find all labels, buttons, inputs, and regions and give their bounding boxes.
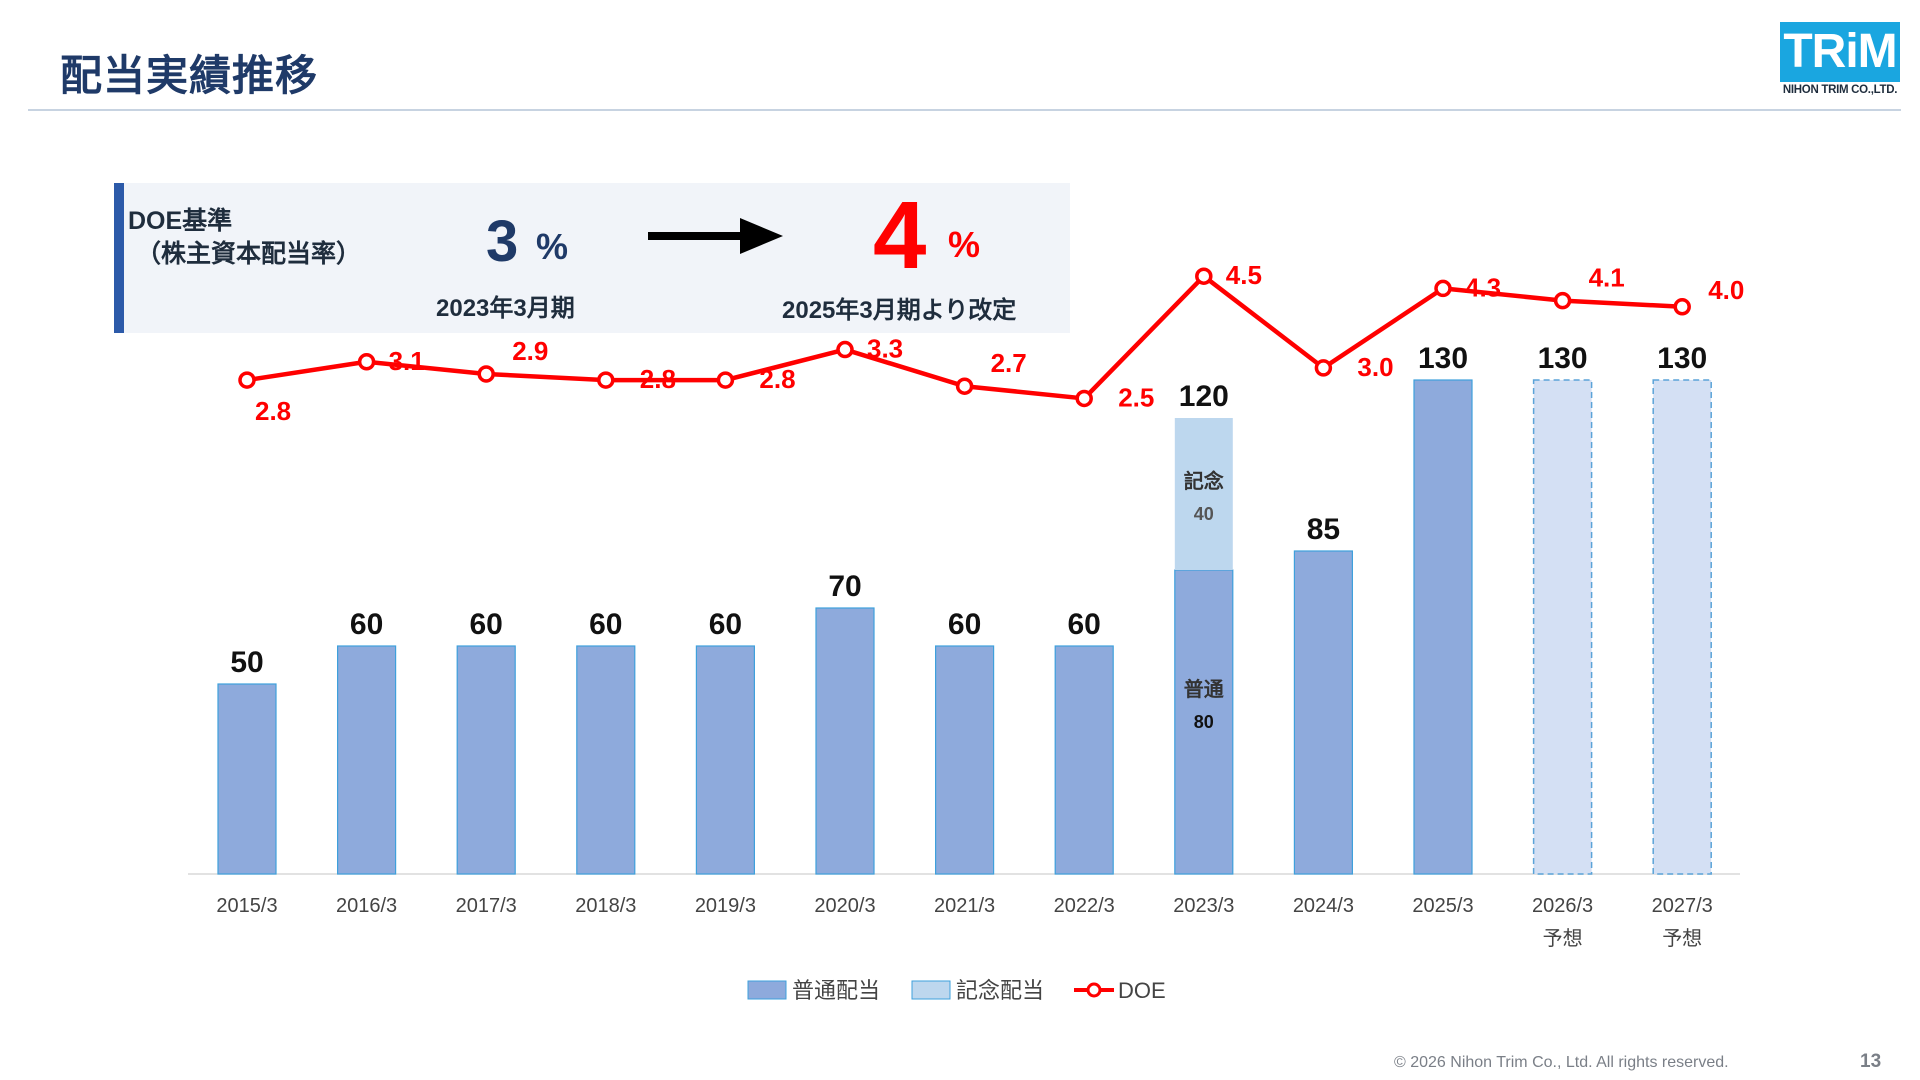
doe-point — [1075, 389, 1093, 408]
doe-point — [1314, 359, 1333, 377]
doe-point — [1195, 267, 1213, 285]
segment-value: 40 — [1194, 504, 1214, 524]
bar-regular-dividend — [934, 645, 995, 875]
doe-value-label: 3.3 — [867, 334, 903, 364]
bar-total-label: 60 — [470, 608, 503, 641]
bar-regular-dividend — [1652, 379, 1712, 875]
doe-value-label: 3.0 — [1357, 352, 1393, 382]
doe-label-line1: DOE基準 — [128, 207, 233, 235]
x-tick-label: 2021/3 — [934, 895, 995, 917]
bar-total-label: 60 — [350, 608, 383, 641]
bar-regular-dividend — [456, 645, 516, 875]
legend-regular-label: 普通配当 — [792, 978, 880, 1003]
doe-old-value: 3 — [486, 209, 519, 274]
bar-regular-dividend — [1054, 645, 1114, 875]
bar-total-label: 130 — [1538, 342, 1588, 375]
bar-total-label: 70 — [828, 570, 861, 603]
bar-regular-dividend — [1293, 550, 1354, 875]
doe-value-label: 4.0 — [1708, 275, 1744, 305]
title-divider — [28, 109, 1901, 111]
x-tick-label: 2015/3 — [216, 895, 277, 917]
segment-label: 記念 — [1184, 469, 1224, 493]
x-tick-label: 2022/3 — [1054, 895, 1115, 917]
doe-value-label: 2.8 — [759, 364, 795, 394]
bar-regular-dividend — [1174, 569, 1234, 875]
doe-point — [1673, 298, 1691, 316]
x-tick-label: 2016/3 — [336, 895, 397, 917]
doe-value-label: 2.8 — [640, 364, 676, 394]
doe-old-period: 2023年3月期 — [436, 295, 575, 322]
doe-point — [955, 377, 974, 395]
x-tick-label: 2024/3 — [1293, 895, 1354, 917]
doe-value-label: 2.7 — [991, 348, 1027, 378]
doe-value-label: 2.8 — [255, 396, 291, 426]
x-tick-sublabel: 予想 — [1543, 927, 1583, 950]
legend-doe-marker — [1086, 982, 1102, 998]
doe-new-period: 2025年3月期より改定 — [782, 297, 1017, 324]
x-tick-label: 2027/3 — [1652, 895, 1713, 917]
doe-point — [477, 365, 495, 383]
legend-regular-swatch — [747, 980, 787, 1000]
bar-total-label: 120 — [1179, 380, 1229, 413]
doe-new-unit: % — [948, 224, 981, 265]
doe-value-label: 2.9 — [512, 336, 548, 366]
legend-doe-label: DOE — [1118, 978, 1166, 1003]
segment-label: 普通 — [1184, 677, 1224, 701]
page-number: 13 — [1860, 1051, 1882, 1072]
doe-point — [238, 371, 256, 389]
doe-point — [597, 371, 615, 389]
right-arrow-icon — [648, 218, 783, 254]
bar-regular-dividend — [1532, 379, 1593, 875]
bar-total-label: 60 — [709, 608, 742, 641]
x-tick-label: 2025/3 — [1412, 895, 1473, 917]
doe-value-label: 4.1 — [1589, 263, 1625, 293]
doe-value-label: 4.3 — [1465, 272, 1501, 302]
bar-regular-dividend — [217, 683, 277, 875]
doe-point — [357, 353, 376, 371]
doe-point — [1553, 291, 1572, 310]
segment-value: 80 — [1194, 712, 1214, 732]
bar-total-label: 60 — [589, 608, 622, 641]
bar-regular-dividend — [695, 645, 756, 875]
x-tick-label: 2026/3 — [1532, 895, 1593, 917]
bar-regular-dividend — [576, 645, 636, 875]
bar-total-label: 130 — [1657, 342, 1707, 375]
x-tick-label: 2020/3 — [814, 895, 875, 917]
doe-old-unit: % — [536, 226, 569, 267]
logo-mark: TRiM — [1780, 22, 1900, 82]
doe-point — [716, 371, 735, 389]
doe-point — [1434, 279, 1452, 298]
bar-regular-dividend — [1413, 379, 1473, 875]
logo-company-name: NIHON TRIM CO.,LTD. — [1782, 84, 1898, 96]
doe-new-value: 4 — [873, 182, 927, 289]
x-tick-label: 2019/3 — [695, 895, 756, 917]
bar-total-label: 85 — [1307, 513, 1340, 546]
doe-panel — [114, 183, 1070, 333]
bar-total-label: 130 — [1418, 342, 1468, 375]
x-tick-sublabel: 予想 — [1662, 927, 1702, 950]
bar-total-label: 60 — [948, 608, 981, 641]
doe-point — [836, 340, 854, 359]
doe-value-label: 3.1 — [389, 346, 425, 376]
page-title: 配当実績推移 — [60, 52, 319, 99]
bar-regular-dividend — [337, 645, 397, 875]
legend-commemorative-label: 記念配当 — [956, 978, 1044, 1003]
bar-regular-dividend — [815, 607, 875, 875]
doe-label: DOE基準 （株主資本配当率） — [128, 205, 361, 271]
doe-value-label: 4.5 — [1226, 260, 1262, 290]
copyright-text: © 2026 Nihon Trim Co., Ltd. All rights r… — [1394, 1054, 1729, 1071]
x-tick-label: 2023/3 — [1173, 895, 1234, 917]
doe-label-line2: （株主資本配当率） — [136, 240, 362, 268]
bar-total-label: 50 — [230, 646, 263, 679]
x-tick-label: 2017/3 — [456, 895, 517, 917]
bar-commemorative-dividend — [1174, 418, 1233, 570]
x-tick-label: 2018/3 — [575, 895, 636, 917]
legend-commemorative-swatch — [911, 980, 951, 1000]
doe-value-label: 2.5 — [1118, 382, 1154, 412]
bar-total-label: 60 — [1068, 608, 1101, 641]
company-logo: TRiM NIHON TRIM CO.,LTD. — [1780, 22, 1900, 100]
